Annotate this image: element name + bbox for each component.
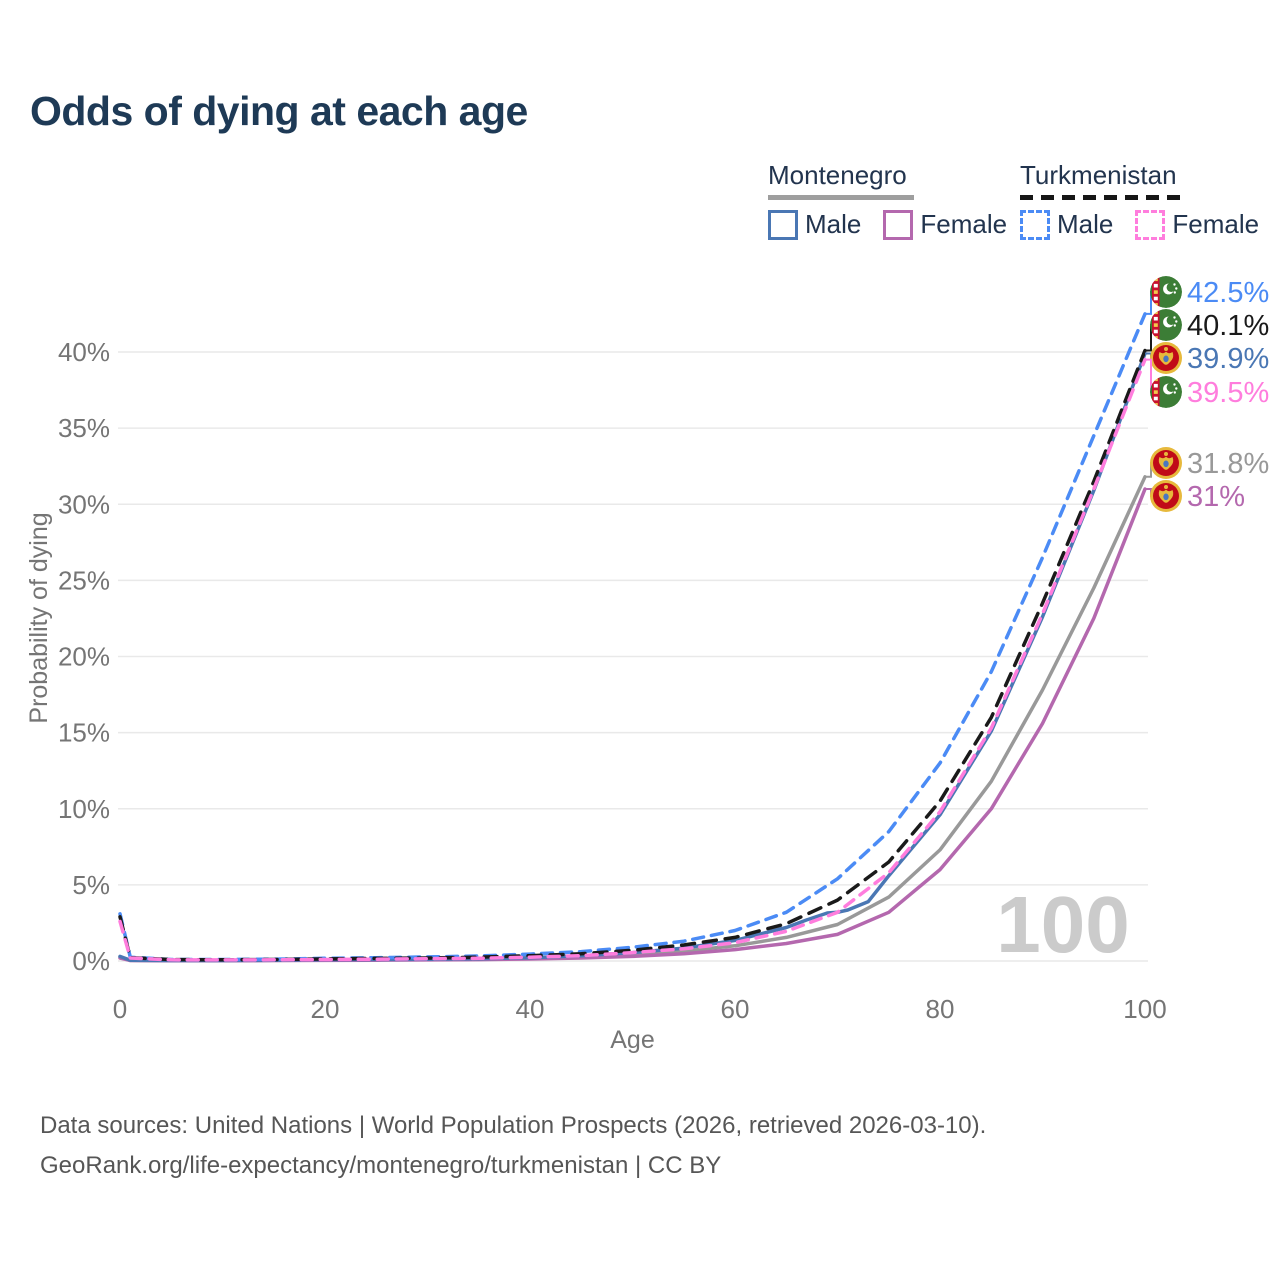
series-line-turkmenistan-both[interactable] [118, 348, 1147, 962]
legend-country-turkmenistan[interactable]: Turkmenistan [1020, 160, 1177, 190]
legend-group-turkmenistan: Turkmenistan Male Female [1020, 160, 1259, 240]
age-indicator-watermark: 100 [996, 880, 1129, 969]
x-tick-label: 20 [311, 994, 340, 1024]
y-tick-label: 5% [72, 870, 110, 900]
legend-group-montenegro: Montenegro Male Female [768, 160, 1007, 240]
montenegro-flag-icon [1150, 447, 1182, 479]
x-tick-label: 0 [113, 994, 127, 1024]
x-tick-label: 80 [926, 994, 955, 1024]
montenegro-flag-icon [1150, 480, 1182, 512]
y-tick-label: 20% [58, 642, 110, 672]
legend-swatch-turkmenistan-male [1020, 209, 1050, 240]
legend-item-turkmenistan-male[interactable]: Male [1020, 209, 1113, 240]
legend-underline-montenegro [768, 195, 914, 200]
y-tick-label: 15% [58, 718, 110, 748]
legend-underline-turkmenistan [1020, 195, 1180, 200]
end-label-montenegro-female: 31% [1187, 481, 1245, 513]
y-axis-title: Probability of dying [25, 512, 53, 723]
end-label-turkmenistan-both: 40.1% [1187, 310, 1269, 342]
page-title: Odds of dying at each age [30, 88, 528, 134]
end-label-turkmenistan-male: 42.5% [1187, 277, 1269, 309]
legend-label-montenegro-male: Male [805, 209, 862, 239]
y-tick-label: 10% [58, 794, 110, 824]
legend-country-montenegro[interactable]: Montenegro [768, 160, 907, 190]
legend-item-montenegro-female[interactable]: Female [883, 209, 1007, 240]
x-tick-label: 40 [516, 994, 545, 1024]
series-line-turkmenistan-female[interactable] [118, 357, 1147, 962]
legend: Montenegro Male Female Turkmenistan Male [0, 160, 1280, 240]
x-axis-title: Age [610, 1026, 654, 1054]
legend-label-turkmenistan-male: Male [1057, 209, 1114, 239]
gridlines: 0% 5% 10% 15% 20% 25% 30% 35% 40% [58, 337, 1148, 976]
y-tick-label: 35% [58, 413, 110, 443]
x-tick-label: 100 [1123, 994, 1166, 1024]
turkmenistan-flag-icon [1150, 276, 1182, 308]
legend-label-montenegro-female: Female [920, 209, 1008, 239]
turkmenistan-flag-icon [1150, 309, 1182, 341]
legend-swatch-montenegro-male [768, 209, 798, 240]
end-label-turkmenistan-female: 39.5% [1187, 377, 1269, 409]
x-tick-label: 60 [721, 994, 750, 1024]
y-tick-label: 40% [58, 337, 110, 367]
y-tick-label: 25% [58, 565, 110, 595]
legend-item-montenegro-male[interactable]: Male [768, 209, 861, 240]
y-tick-label: 0% [72, 946, 110, 976]
end-label-montenegro-both: 31.8% [1187, 448, 1269, 480]
data-source-line: Data sources: United Nations | World Pop… [40, 1112, 987, 1139]
attribution-line: GeoRank.org/life-expectancy/montenegro/t… [40, 1152, 722, 1179]
y-tick-label: 30% [58, 489, 110, 519]
legend-label-turkmenistan-female: Female [1172, 209, 1260, 239]
end-label-montenegro-male: 39.9% [1187, 343, 1269, 375]
legend-swatch-montenegro-female [883, 209, 914, 240]
turkmenistan-flag-icon [1150, 376, 1182, 408]
legend-item-turkmenistan-female[interactable]: Female [1135, 209, 1259, 240]
series-line-turkmenistan-male[interactable] [118, 312, 1147, 962]
footer: Data sources: United Nations | World Pop… [40, 1106, 986, 1186]
montenegro-flag-icon [1150, 342, 1182, 374]
legend-swatch-turkmenistan-female [1135, 209, 1166, 240]
